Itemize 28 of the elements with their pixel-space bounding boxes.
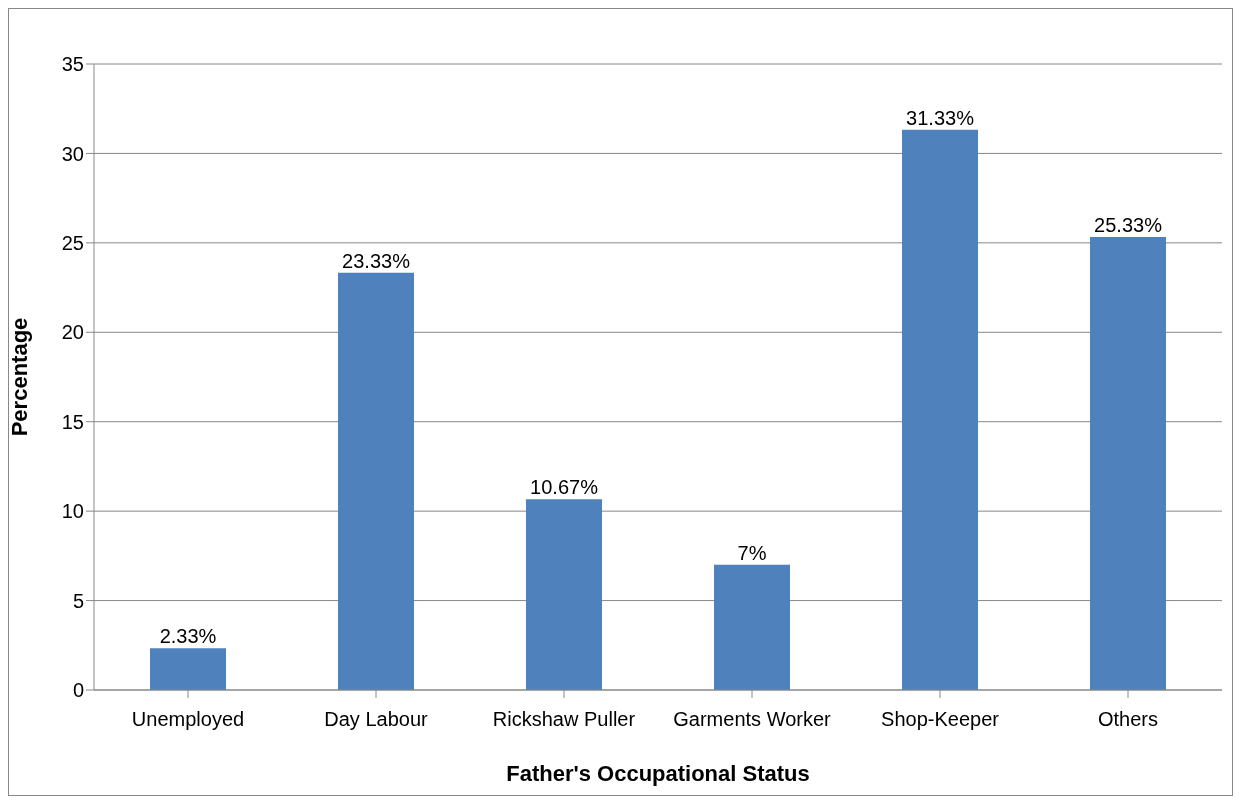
data-label: 31.33% bbox=[906, 106, 975, 129]
y-tick-label: 30 bbox=[61, 142, 84, 165]
y-tick-label: 25 bbox=[61, 231, 84, 254]
y-tick-label: 0 bbox=[72, 679, 84, 702]
data-label: 10.67% bbox=[530, 476, 599, 499]
y-axis-title: Percentage bbox=[6, 317, 32, 437]
y-tick-label: 10 bbox=[61, 500, 84, 523]
y-tick-label: 15 bbox=[61, 410, 84, 433]
y-tick-label: 5 bbox=[72, 589, 84, 612]
bar bbox=[526, 499, 602, 690]
x-tick-label: Others bbox=[1097, 708, 1159, 731]
x-tick-label: Garments Worker bbox=[673, 708, 832, 731]
bar bbox=[714, 564, 790, 690]
x-tick-label: Day Labour bbox=[324, 708, 429, 731]
x-tick-label: Unemployed bbox=[131, 708, 245, 731]
data-label: 23.33% bbox=[342, 249, 411, 272]
x-tick-label: Shop-Keeper bbox=[881, 708, 1000, 731]
y-tick-label: 20 bbox=[61, 321, 84, 344]
x-axis-title: Father's Occupational Status bbox=[506, 761, 810, 786]
bar bbox=[150, 648, 226, 690]
data-label: 25.33% bbox=[1094, 213, 1163, 236]
x-tick-label: Rickshaw Puller bbox=[492, 708, 636, 731]
bar bbox=[902, 129, 978, 690]
bar bbox=[1090, 236, 1166, 690]
bar bbox=[338, 272, 414, 690]
y-tick-label: 35 bbox=[61, 53, 84, 76]
data-label: 2.33% bbox=[159, 625, 217, 648]
data-label: 7% bbox=[737, 541, 767, 564]
